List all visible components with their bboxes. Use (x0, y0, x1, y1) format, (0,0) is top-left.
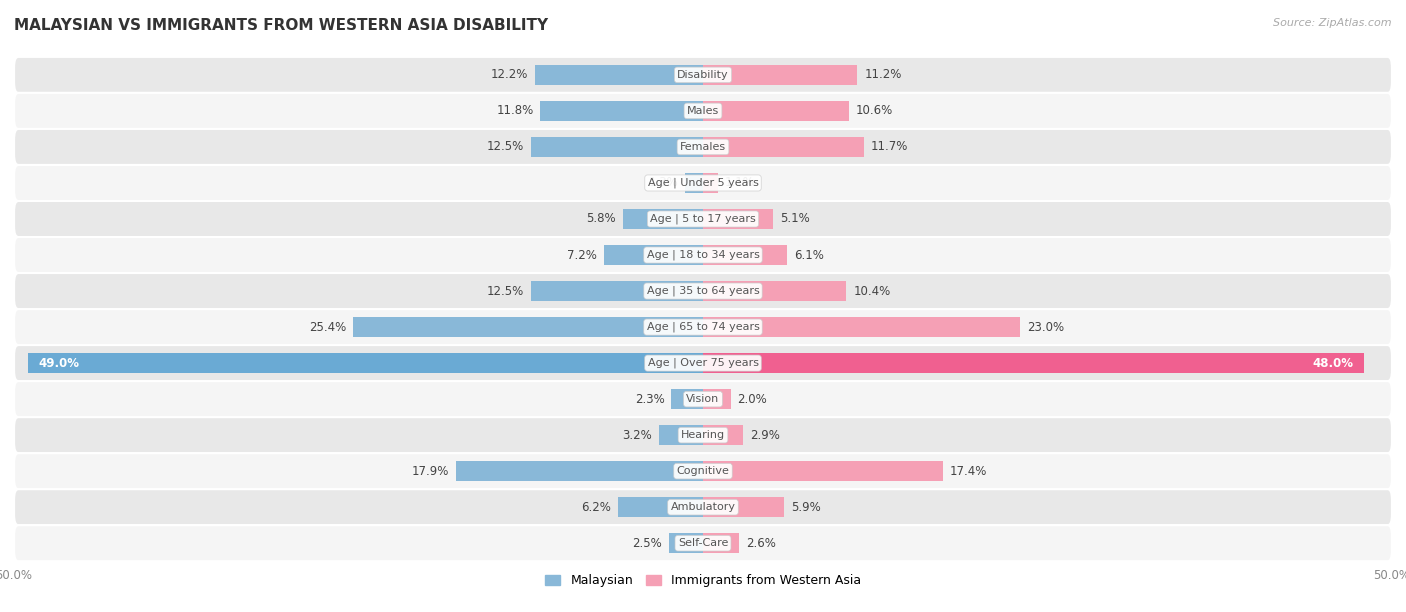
Text: Females: Females (681, 142, 725, 152)
Text: 6.1%: 6.1% (794, 248, 824, 261)
Text: 5.8%: 5.8% (586, 212, 616, 225)
Bar (703, 461, 943, 481)
Bar (28, 353, 703, 373)
Bar (659, 425, 703, 445)
Text: 12.2%: 12.2% (491, 69, 529, 81)
FancyBboxPatch shape (14, 129, 1392, 165)
Text: Males: Males (688, 106, 718, 116)
Text: Ambulatory: Ambulatory (671, 502, 735, 512)
Bar (703, 353, 1364, 373)
Text: Source: ZipAtlas.com: Source: ZipAtlas.com (1274, 18, 1392, 28)
Bar (703, 317, 1019, 337)
Text: 11.7%: 11.7% (872, 140, 908, 154)
Bar (703, 389, 731, 409)
Text: 1.3%: 1.3% (648, 176, 678, 190)
Bar (703, 281, 846, 301)
FancyBboxPatch shape (14, 309, 1392, 345)
FancyBboxPatch shape (14, 273, 1392, 309)
Bar (531, 137, 703, 157)
Text: 10.6%: 10.6% (856, 105, 893, 118)
Text: 6.2%: 6.2% (581, 501, 610, 513)
Text: Disability: Disability (678, 70, 728, 80)
FancyBboxPatch shape (14, 381, 1392, 417)
Bar (703, 65, 858, 85)
Text: 2.3%: 2.3% (634, 393, 665, 406)
Text: Self-Care: Self-Care (678, 538, 728, 548)
Text: 2.9%: 2.9% (749, 428, 780, 442)
FancyBboxPatch shape (14, 525, 1392, 561)
FancyBboxPatch shape (14, 93, 1392, 129)
Text: 23.0%: 23.0% (1026, 321, 1064, 334)
Text: 5.1%: 5.1% (780, 212, 810, 225)
FancyBboxPatch shape (14, 57, 1392, 93)
Text: 2.6%: 2.6% (745, 537, 776, 550)
Text: 48.0%: 48.0% (1312, 357, 1354, 370)
Text: Age | Over 75 years: Age | Over 75 years (648, 358, 758, 368)
Text: 11.2%: 11.2% (865, 69, 901, 81)
Bar (703, 498, 785, 517)
FancyBboxPatch shape (14, 165, 1392, 201)
Text: 2.0%: 2.0% (738, 393, 768, 406)
FancyBboxPatch shape (14, 201, 1392, 237)
Bar (703, 425, 742, 445)
Bar (353, 317, 703, 337)
Text: 12.5%: 12.5% (486, 285, 524, 297)
Text: 49.0%: 49.0% (39, 357, 80, 370)
Text: 1.1%: 1.1% (725, 176, 755, 190)
Text: Vision: Vision (686, 394, 720, 404)
Text: MALAYSIAN VS IMMIGRANTS FROM WESTERN ASIA DISABILITY: MALAYSIAN VS IMMIGRANTS FROM WESTERN ASI… (14, 18, 548, 34)
Text: Cognitive: Cognitive (676, 466, 730, 476)
Text: 11.8%: 11.8% (496, 105, 533, 118)
Text: Age | 65 to 74 years: Age | 65 to 74 years (647, 322, 759, 332)
Bar (534, 65, 703, 85)
Text: Hearing: Hearing (681, 430, 725, 440)
Legend: Malaysian, Immigrants from Western Asia: Malaysian, Immigrants from Western Asia (540, 569, 866, 592)
Bar (531, 281, 703, 301)
Bar (617, 498, 703, 517)
Text: Age | Under 5 years: Age | Under 5 years (648, 177, 758, 188)
Bar (671, 389, 703, 409)
Text: 2.5%: 2.5% (631, 537, 662, 550)
Bar (703, 209, 773, 229)
Text: 25.4%: 25.4% (309, 321, 346, 334)
Bar (703, 533, 738, 553)
Text: Age | 35 to 64 years: Age | 35 to 64 years (647, 286, 759, 296)
Bar (703, 101, 849, 121)
FancyBboxPatch shape (14, 345, 1392, 381)
Text: 17.9%: 17.9% (412, 465, 450, 478)
Text: 10.4%: 10.4% (853, 285, 890, 297)
Bar (669, 533, 703, 553)
Bar (623, 209, 703, 229)
Bar (703, 245, 787, 265)
Bar (540, 101, 703, 121)
FancyBboxPatch shape (14, 489, 1392, 525)
Text: 17.4%: 17.4% (949, 465, 987, 478)
Text: Age | 18 to 34 years: Age | 18 to 34 years (647, 250, 759, 260)
Text: 12.5%: 12.5% (486, 140, 524, 154)
FancyBboxPatch shape (14, 417, 1392, 453)
Text: 7.2%: 7.2% (567, 248, 598, 261)
Text: 5.9%: 5.9% (792, 501, 821, 513)
Bar (603, 245, 703, 265)
Text: 3.2%: 3.2% (623, 428, 652, 442)
Bar (457, 461, 703, 481)
Bar (703, 137, 865, 157)
FancyBboxPatch shape (14, 237, 1392, 273)
Bar (703, 173, 718, 193)
FancyBboxPatch shape (14, 453, 1392, 489)
Bar (685, 173, 703, 193)
Text: Age | 5 to 17 years: Age | 5 to 17 years (650, 214, 756, 224)
